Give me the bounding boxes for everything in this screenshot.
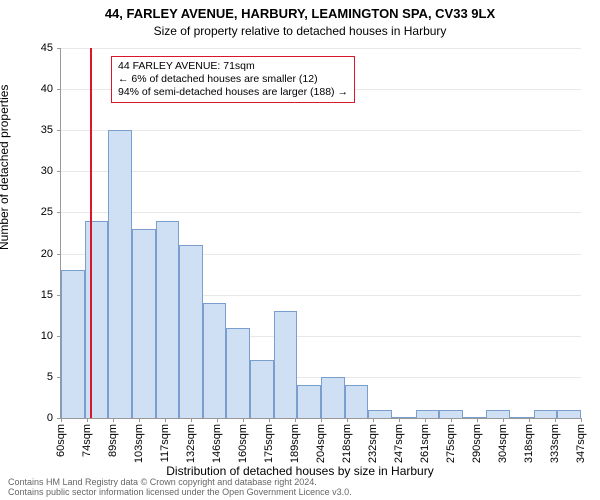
histogram-bar xyxy=(416,410,440,418)
info-box-line: 44 FARLEY AVENUE: 71sqm xyxy=(118,60,348,73)
histogram-bar xyxy=(510,417,534,418)
x-tick-label: 132sqm xyxy=(185,424,197,463)
gridline xyxy=(61,48,581,49)
histogram-bar xyxy=(274,311,298,418)
x-tick-label: 160sqm xyxy=(237,424,249,463)
y-tick-label: 40 xyxy=(41,83,53,95)
x-tick xyxy=(165,418,166,422)
x-tick-label: 232sqm xyxy=(367,424,379,463)
footer-attribution: Contains HM Land Registry data © Crown c… xyxy=(8,478,352,498)
chart-title: 44, FARLEY AVENUE, HARBURY, LEAMINGTON S… xyxy=(0,6,600,21)
y-tick-label: 10 xyxy=(41,330,53,342)
x-tick xyxy=(87,418,88,422)
reference-line xyxy=(90,48,92,418)
histogram-bar xyxy=(392,417,416,418)
x-tick xyxy=(399,418,400,422)
info-box: 44 FARLEY AVENUE: 71sqm← 6% of detached … xyxy=(111,56,355,103)
y-tick xyxy=(57,171,61,172)
y-tick-label: 0 xyxy=(47,412,53,424)
histogram-bar xyxy=(226,328,250,418)
gridline xyxy=(61,171,581,172)
y-tick-label: 45 xyxy=(41,42,53,54)
x-tick-label: 347sqm xyxy=(575,424,587,463)
histogram-bar xyxy=(345,385,369,418)
info-box-line: 94% of semi-detached houses are larger (… xyxy=(118,86,348,99)
histogram-bar xyxy=(203,303,227,418)
x-tick xyxy=(347,418,348,422)
y-tick-label: 35 xyxy=(41,124,53,136)
x-tick xyxy=(425,418,426,422)
plot-area: 05101520253035404560sqm74sqm89sqm103sqm1… xyxy=(60,48,581,419)
histogram-bar xyxy=(156,221,180,418)
histogram-bar xyxy=(61,270,85,418)
histogram-bar xyxy=(321,377,345,418)
y-tick xyxy=(57,89,61,90)
x-tick xyxy=(295,418,296,422)
x-tick xyxy=(321,418,322,422)
x-tick-label: 60sqm xyxy=(55,424,67,457)
footer-line: Contains public sector information licen… xyxy=(8,488,352,498)
x-axis-label: Distribution of detached houses by size … xyxy=(0,464,600,478)
x-tick xyxy=(529,418,530,422)
x-tick xyxy=(243,418,244,422)
x-tick xyxy=(139,418,140,422)
histogram-bar xyxy=(108,130,132,418)
y-tick-label: 30 xyxy=(41,165,53,177)
x-tick xyxy=(269,418,270,422)
histogram-bar xyxy=(534,410,558,418)
x-tick xyxy=(113,418,114,422)
histogram-bar xyxy=(439,410,463,418)
x-tick-label: 146sqm xyxy=(211,424,223,463)
gridline xyxy=(61,212,581,213)
histogram-bar xyxy=(297,385,321,418)
x-tick-label: 304sqm xyxy=(497,424,509,463)
histogram-bar xyxy=(179,245,203,418)
y-tick-label: 20 xyxy=(41,248,53,260)
x-tick-label: 74sqm xyxy=(81,424,93,457)
x-tick xyxy=(217,418,218,422)
x-tick xyxy=(555,418,556,422)
x-tick xyxy=(451,418,452,422)
gridline xyxy=(61,130,581,131)
x-tick-label: 261sqm xyxy=(419,424,431,463)
y-tick-label: 5 xyxy=(47,371,53,383)
x-tick-label: 189sqm xyxy=(289,424,301,463)
x-tick xyxy=(61,418,62,422)
y-tick xyxy=(57,130,61,131)
x-tick xyxy=(503,418,504,422)
histogram-bar xyxy=(486,410,510,418)
chart-subtitle: Size of property relative to detached ho… xyxy=(0,24,600,38)
histogram-bar xyxy=(250,360,274,418)
x-tick xyxy=(191,418,192,422)
x-tick-label: 318sqm xyxy=(523,424,535,463)
y-tick-label: 25 xyxy=(41,206,53,218)
chart-container: 44, FARLEY AVENUE, HARBURY, LEAMINGTON S… xyxy=(0,0,600,500)
y-axis-label: Number of detached properties xyxy=(0,85,11,250)
histogram-bar xyxy=(85,221,109,418)
x-tick-label: 333sqm xyxy=(549,424,561,463)
y-tick xyxy=(57,254,61,255)
histogram-bar xyxy=(557,410,581,418)
x-tick-label: 103sqm xyxy=(133,424,145,463)
x-tick-label: 290sqm xyxy=(471,424,483,463)
histogram-bar xyxy=(463,417,487,418)
x-tick-label: 89sqm xyxy=(107,424,119,457)
x-tick-label: 275sqm xyxy=(445,424,457,463)
x-tick-label: 204sqm xyxy=(315,424,327,463)
x-tick-label: 117sqm xyxy=(159,424,171,462)
x-tick xyxy=(373,418,374,422)
y-tick-label: 15 xyxy=(41,289,53,301)
y-tick xyxy=(57,48,61,49)
y-tick xyxy=(57,212,61,213)
histogram-bar xyxy=(368,410,392,418)
histogram-bar xyxy=(132,229,156,418)
x-tick xyxy=(581,418,582,422)
x-tick-label: 247sqm xyxy=(393,424,405,463)
x-tick xyxy=(477,418,478,422)
info-box-line: ← 6% of detached houses are smaller (12) xyxy=(118,73,348,86)
x-tick-label: 218sqm xyxy=(341,424,353,463)
x-tick-label: 175sqm xyxy=(263,424,275,463)
